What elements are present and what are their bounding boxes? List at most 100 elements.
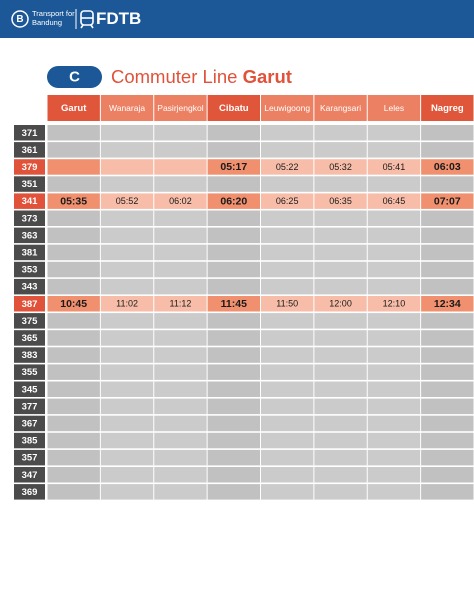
time-cell bbox=[314, 193, 367, 209]
time-cell bbox=[47, 176, 100, 192]
time-cell bbox=[314, 261, 367, 278]
train-number: 347 bbox=[22, 470, 38, 481]
time-cell bbox=[314, 296, 367, 312]
time-cell bbox=[207, 142, 260, 158]
time-cell bbox=[47, 415, 100, 432]
time-cell bbox=[207, 484, 260, 500]
time-cell bbox=[100, 313, 154, 329]
train-number-cell bbox=[14, 364, 45, 380]
train-number: 385 bbox=[22, 436, 39, 447]
time-cell bbox=[261, 125, 314, 141]
time-cell bbox=[100, 449, 154, 466]
time-cell bbox=[207, 381, 260, 397]
time-cell bbox=[261, 193, 314, 209]
time: 06:35 bbox=[329, 196, 352, 206]
time-cell bbox=[207, 159, 260, 175]
time-cell bbox=[261, 244, 314, 261]
time-cell bbox=[314, 278, 367, 295]
time: 10:45 bbox=[60, 298, 87, 310]
time-cell bbox=[314, 313, 367, 329]
time-cell bbox=[207, 227, 260, 244]
org-line: Transport for bbox=[32, 9, 75, 18]
time-cell bbox=[154, 449, 207, 466]
time-cell bbox=[314, 227, 367, 244]
line-badge bbox=[47, 66, 102, 88]
time-cell bbox=[421, 176, 474, 192]
time-cell bbox=[367, 467, 421, 483]
time-cell bbox=[207, 261, 260, 278]
column-header: Leuwigoong bbox=[264, 103, 310, 113]
time: 06:20 bbox=[220, 195, 247, 207]
time-cell bbox=[261, 381, 314, 397]
train-number: 375 bbox=[22, 316, 39, 327]
time-cell bbox=[421, 244, 474, 261]
train-number: 357 bbox=[22, 453, 38, 464]
logo-circle bbox=[11, 10, 29, 28]
train-number-cell bbox=[14, 227, 45, 244]
time-cell bbox=[421, 484, 474, 500]
time-cell bbox=[261, 364, 314, 380]
time-cell bbox=[421, 381, 474, 397]
time-cell bbox=[367, 484, 421, 500]
time-cell bbox=[421, 347, 474, 363]
column-header-cell bbox=[207, 95, 260, 121]
time-cell bbox=[47, 467, 100, 483]
time-cell bbox=[314, 364, 367, 380]
time-cell bbox=[100, 398, 154, 415]
time-cell bbox=[47, 484, 100, 500]
time-cell bbox=[367, 210, 421, 226]
time-cell bbox=[314, 398, 367, 415]
time-cell bbox=[314, 142, 367, 158]
time-cell bbox=[47, 227, 100, 244]
time: 11:45 bbox=[221, 298, 247, 310]
time-cell bbox=[154, 159, 207, 175]
time-cell bbox=[421, 193, 474, 209]
time-cell bbox=[47, 210, 100, 226]
time-cell bbox=[314, 484, 367, 500]
train-number: 379 bbox=[22, 162, 38, 173]
time-cell bbox=[154, 330, 207, 346]
train-number-cell bbox=[14, 142, 45, 158]
time-cell bbox=[154, 261, 207, 278]
time-cell bbox=[261, 347, 314, 363]
train-number-cell bbox=[14, 125, 45, 141]
train-number: 341 bbox=[22, 196, 39, 207]
train-number: 367 bbox=[22, 418, 38, 429]
time-cell bbox=[367, 364, 421, 380]
time-cell bbox=[314, 415, 367, 432]
time-cell bbox=[47, 364, 100, 380]
time-cell bbox=[154, 142, 207, 158]
time-cell bbox=[154, 381, 207, 397]
time-cell bbox=[154, 347, 207, 363]
train-number: 381 bbox=[22, 247, 39, 258]
time: 05:32 bbox=[329, 162, 352, 172]
train-number: 351 bbox=[22, 179, 39, 190]
time-cell bbox=[207, 449, 260, 466]
train-number-cell bbox=[14, 176, 45, 192]
time: 11:50 bbox=[276, 299, 298, 309]
train-number-cell bbox=[14, 313, 45, 329]
time-cell bbox=[261, 313, 314, 329]
time-cell bbox=[421, 159, 474, 175]
train-number: 369 bbox=[22, 487, 38, 498]
time-cell bbox=[421, 210, 474, 226]
time-cell bbox=[314, 125, 367, 141]
time-cell bbox=[261, 330, 314, 346]
time-cell bbox=[261, 296, 314, 312]
time-cell bbox=[314, 176, 367, 192]
time: 05:22 bbox=[276, 162, 299, 172]
time-cell bbox=[367, 381, 421, 397]
time-cell bbox=[367, 449, 421, 466]
time-cell bbox=[47, 381, 100, 397]
time: 05:17 bbox=[220, 161, 247, 173]
time-cell bbox=[367, 227, 421, 244]
time-cell bbox=[47, 278, 100, 295]
time: 05:35 bbox=[60, 195, 87, 207]
time-cell bbox=[154, 210, 207, 226]
column-header: Cibatu bbox=[219, 103, 249, 114]
column-header-cell bbox=[100, 95, 154, 121]
time-cell bbox=[47, 261, 100, 278]
time-cell bbox=[207, 296, 260, 312]
time-cell bbox=[421, 261, 474, 278]
time: 11:02 bbox=[116, 299, 138, 309]
